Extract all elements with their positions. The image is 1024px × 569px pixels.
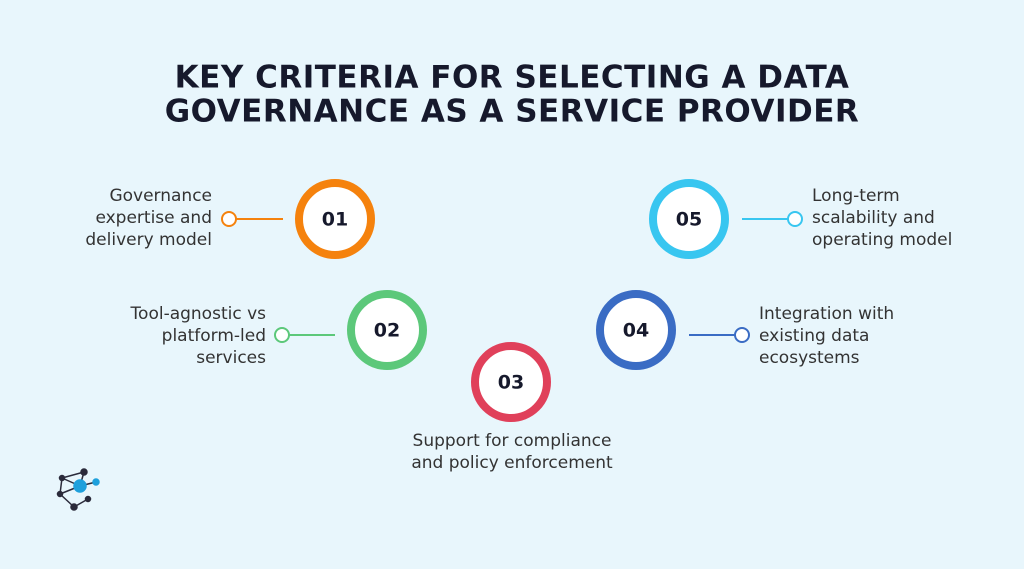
logo	[56, 468, 100, 511]
node-label: Support for compliance	[413, 431, 612, 451]
node-circle	[596, 290, 676, 370]
node: 03 Support for compliance and policy enf…	[411, 342, 613, 473]
title-line: GOVERNANCE AS A SERVICE PROVIDER	[165, 94, 860, 130]
node: 01 Governance expertise and delivery mod…	[85, 179, 375, 259]
node-number: 03	[498, 372, 524, 394]
title-line: KEY CRITERIA FOR SELECTING A DATA	[175, 60, 850, 96]
node-label: operating model	[812, 230, 952, 250]
connector-dot	[734, 327, 750, 343]
node-label: ecosystems	[759, 348, 860, 368]
node-circle	[347, 290, 427, 370]
node-label: Long-term	[812, 186, 900, 206]
node: 05 Long-term scalability and operating m…	[649, 179, 952, 259]
connector-dot	[221, 211, 237, 227]
node-label: services	[196, 348, 266, 368]
connector-dot	[274, 327, 290, 343]
node-circle	[649, 179, 729, 259]
node-label: existing data	[759, 326, 869, 346]
node-label: scalability and	[812, 208, 935, 228]
connector-dot	[787, 211, 803, 227]
node-label: Governance	[109, 186, 212, 206]
node-label: Integration with	[759, 304, 894, 324]
node-circle	[295, 179, 375, 259]
node-label: platform-led	[162, 326, 266, 346]
node-number: 01	[322, 209, 348, 231]
node-label: expertise and	[95, 208, 212, 228]
node-label: and policy enforcement	[411, 453, 613, 473]
node: 04 Integration with existing data ecosys…	[596, 290, 894, 370]
node-number: 02	[374, 320, 400, 342]
node-number: 05	[676, 209, 702, 231]
node-circle	[471, 342, 551, 422]
node-number: 04	[623, 320, 649, 342]
node-label: delivery model	[85, 230, 212, 250]
node: 02 Tool-agnostic vs platform-led service…	[130, 290, 427, 370]
node-label: Tool-agnostic vs	[130, 304, 267, 324]
